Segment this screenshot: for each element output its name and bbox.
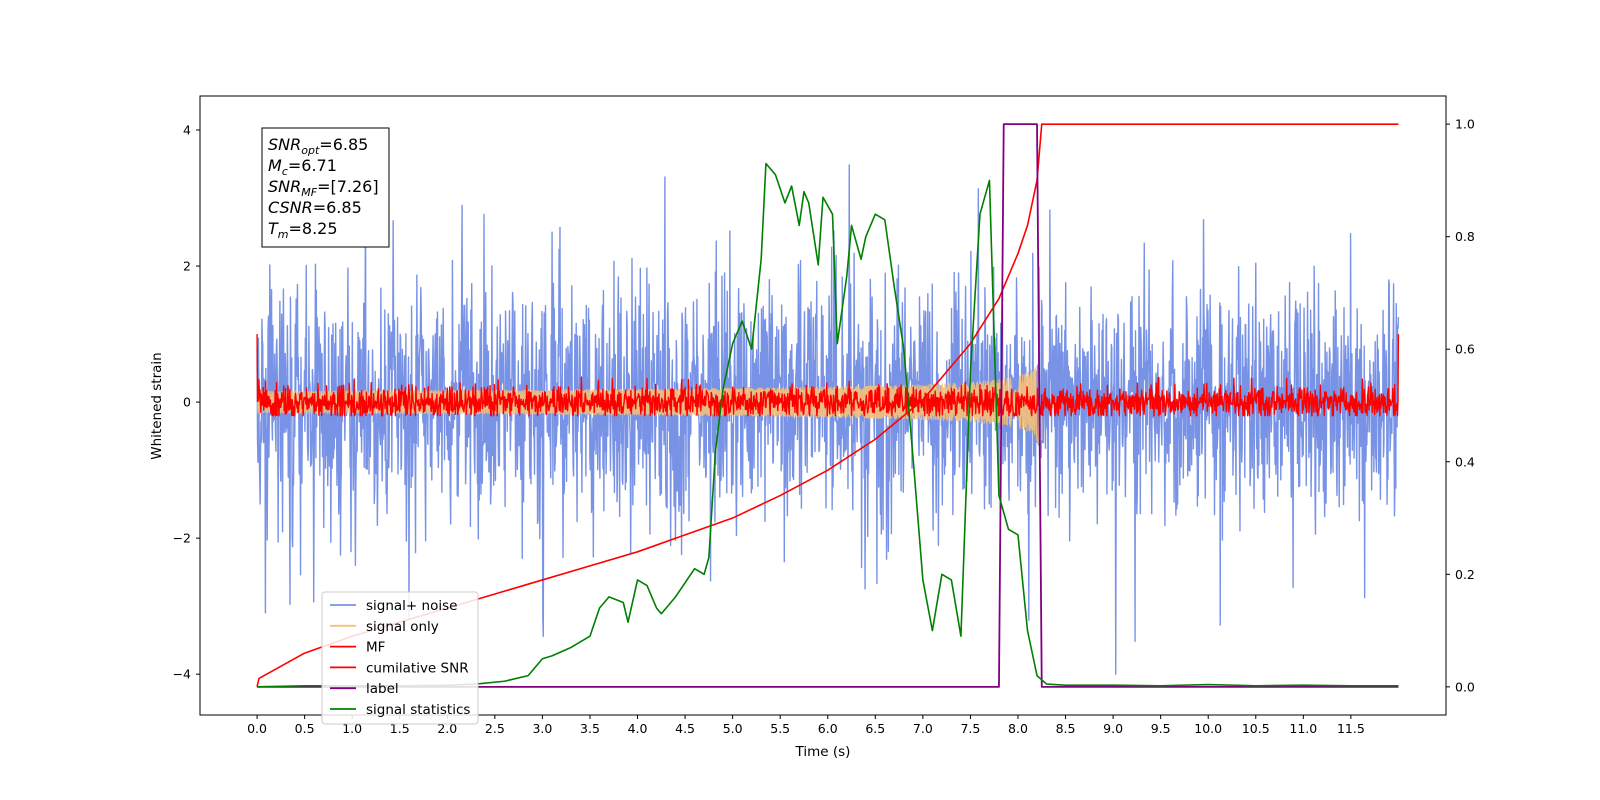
stats-value: =6.85: [319, 135, 368, 154]
y-axis-right: 0.0 0.2 0.4 0.6 0.8 1.0: [1446, 117, 1475, 694]
x-tick-label: 3.5: [580, 721, 600, 736]
plot-frame: [199, 95, 1447, 716]
x-tick-label: 11.0: [1289, 721, 1317, 736]
y2-tick-label: 0.6: [1455, 342, 1475, 357]
x-tick-label: 9.5: [1151, 721, 1171, 736]
x-tick-label: 3.0: [532, 721, 552, 736]
legend-entry-label: signal only: [366, 619, 439, 635]
x-tick-label: 7.5: [960, 721, 980, 736]
legend-entry-label: signal statistics: [366, 702, 470, 718]
legend-entry-label: signal+ noise: [366, 598, 457, 614]
stats-symbol: CSNR: [268, 198, 313, 217]
stats-line: Tm=8.25: [268, 219, 338, 241]
x-tick-label: 9.0: [1103, 721, 1123, 736]
x-tick-label: 2.5: [485, 721, 505, 736]
y-axis-left: −4 −2 0 2 4: [173, 123, 200, 682]
legend-entry-label: label: [366, 681, 399, 697]
x-tick-label: 6.5: [865, 721, 885, 736]
x-tick-label: 0.5: [295, 721, 315, 736]
y2-tick-label: 0.0: [1455, 679, 1475, 694]
stats-symbol: T: [268, 219, 279, 238]
x-tick-label: 8.0: [1008, 721, 1028, 736]
stats-subscript: m: [278, 228, 289, 241]
stats-box: SNRopt=6.85Mc=6.71SNRMF=[7.26]CSNR=6.85T…: [261, 127, 390, 248]
series-label: [257, 123, 1399, 688]
stats-value: =6.71: [288, 156, 337, 175]
signal-statistics-line: [257, 162, 1399, 688]
stats-value: =6.85: [313, 198, 362, 217]
x-tick-label: 7.0: [913, 721, 933, 736]
y-tick-label: −2: [173, 531, 191, 546]
x-tick-label: 2.0: [437, 721, 457, 736]
y2-tick-label: 0.2: [1455, 567, 1475, 582]
stats-value: =[7.26]: [317, 177, 379, 196]
x-tick-label: 11.5: [1337, 721, 1365, 736]
y-tick-label: 0: [183, 395, 191, 410]
legend-entry-label: MF: [366, 640, 385, 656]
x-tick-label: 0.0: [247, 721, 267, 736]
stats-line: SNRopt=6.85: [268, 135, 368, 157]
y-tick-label: −4: [173, 667, 191, 682]
y-axis-label: Whitened strain: [149, 352, 165, 459]
stats-subscript: c: [282, 165, 288, 178]
y-tick-label: 4: [183, 123, 191, 138]
x-tick-label: 1.0: [342, 721, 362, 736]
x-tick-label: 8.5: [1056, 721, 1076, 736]
x-axis-label: Time (s): [795, 744, 851, 760]
x-tick-label: 6.0: [818, 721, 838, 736]
stats-subscript: MF: [301, 186, 317, 199]
legend: signal+ noise signal only MF cumilative SNR…: [321, 591, 479, 725]
x-tick-label: 5.5: [770, 721, 790, 736]
y-tick-label: 2: [183, 259, 191, 274]
x-tick-label: 4.5: [675, 721, 695, 736]
legend-frame: [321, 591, 479, 725]
x-tick-label: 4.0: [628, 721, 648, 736]
stats-box-frame: [261, 127, 390, 248]
stats-line: SNRMF=[7.26]: [268, 177, 379, 199]
stats-symbol: SNR: [268, 135, 301, 154]
stats-symbol: SNR: [268, 177, 301, 196]
legend-entry-label: cumilative SNR: [366, 660, 469, 676]
mf-line: [256, 334, 1400, 417]
label-line: [257, 123, 1399, 688]
y2-tick-label: 1.0: [1455, 117, 1475, 132]
y2-tick-label: 0.8: [1455, 229, 1475, 244]
series-signal-statistics: [257, 162, 1399, 688]
x-tick-label: 10.0: [1194, 721, 1222, 736]
x-tick-label: 10.5: [1242, 721, 1270, 736]
stats-line: Mc=6.71: [268, 156, 337, 178]
x-tick-label: 1.5: [390, 721, 410, 736]
y2-tick-label: 0.4: [1455, 454, 1475, 469]
stats-symbol: M: [268, 156, 282, 175]
x-axis: 0.0 0.5 1.0 1.5 2.0 2.5 3.0 3.5 4.0 4.5 5.0 5.5 6.0 6…: [247, 715, 1365, 736]
stats-line: CSNR=6.85: [268, 198, 362, 217]
stats-value: =8.25: [289, 219, 338, 238]
stats-subscript: opt: [301, 144, 320, 157]
series-mf: [256, 334, 1400, 417]
x-tick-label: 5.0: [723, 721, 743, 736]
